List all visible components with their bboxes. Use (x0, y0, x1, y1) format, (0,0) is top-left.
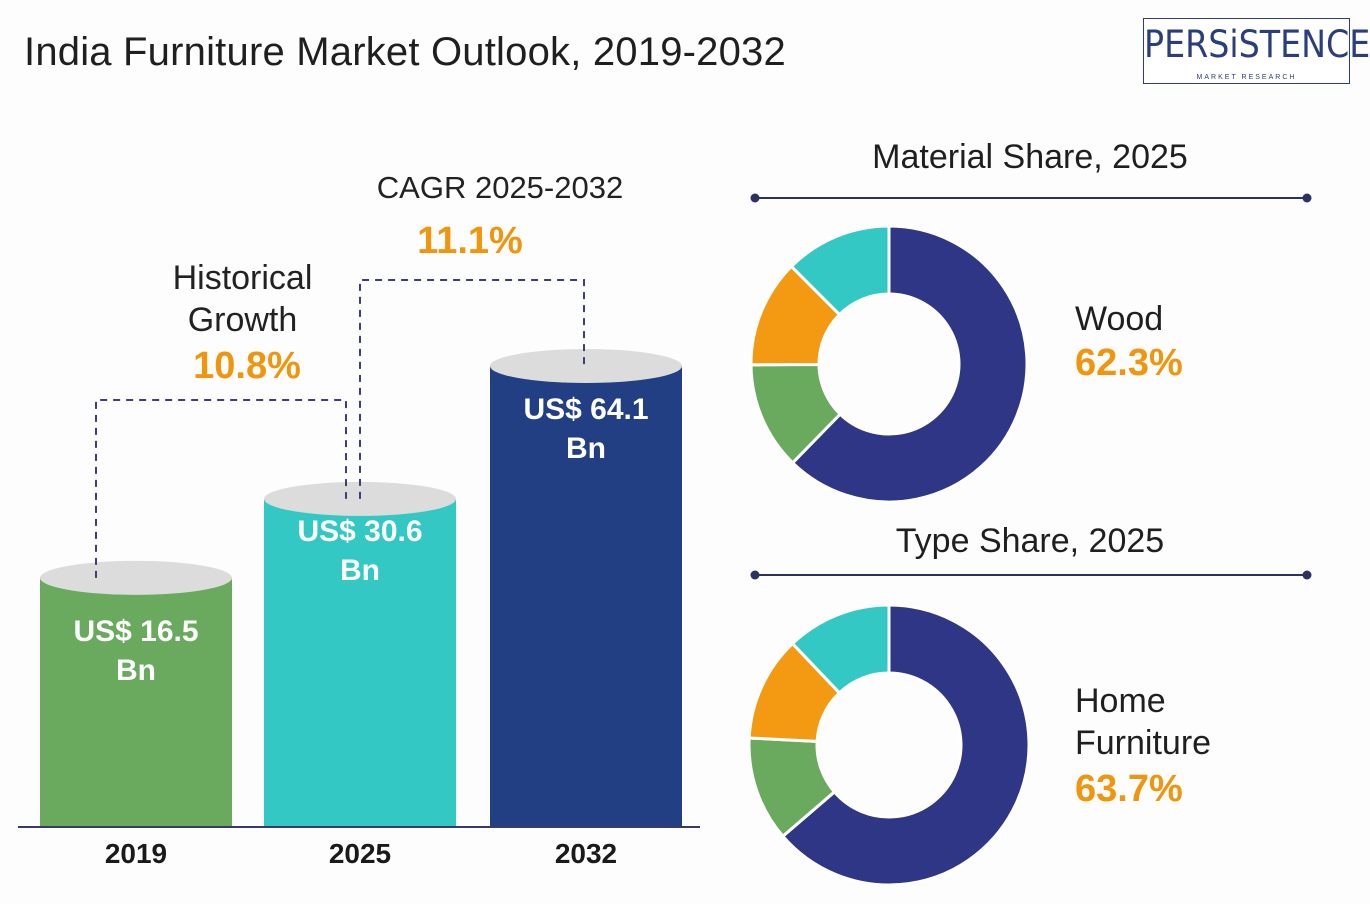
cagr-label: CAGR 2025-2032 (376, 170, 624, 205)
bar-2019 (40, 577, 232, 826)
x-tick-2032: 2032 (554, 838, 618, 869)
historical-growth-value: 10.8% (193, 345, 301, 387)
historical-label-line2: Growth (187, 301, 298, 339)
type-highlight-line1: Home (1075, 682, 1166, 720)
material-share-title: Material Share, 2025 (872, 138, 1188, 176)
bar-2019-label-line1: US$ 16.5 (73, 615, 199, 648)
x-tick-2019: 2019 (104, 838, 168, 869)
bar-cap-2025 (264, 481, 456, 516)
material-divider-dot-left (750, 193, 760, 203)
material-highlight-value: 62.3% (1075, 342, 1183, 384)
type-divider-dot-left (750, 570, 760, 580)
page-title: India Furniture Market Outlook, 2019-203… (24, 30, 786, 74)
type-donut-slice-4 (790, 603, 891, 695)
bar-value-label-2019: US$ 16.5 Bn (40, 612, 232, 690)
material-divider-dot-right (1302, 193, 1312, 203)
type-share-title: Type Share, 2025 (895, 522, 1165, 560)
type-highlight-label: Home Furniture (1075, 680, 1211, 764)
bar-cap-2032 (490, 349, 682, 383)
persistence-logo: PERSiSTENCE MARKET RESEARCH (1143, 18, 1370, 84)
x-tick-2025: 2025 (328, 838, 392, 869)
material-highlight-label: Wood (1075, 300, 1164, 338)
material-donut-slice-4 (789, 224, 891, 317)
bar-2032-label-line2: Bn (566, 432, 606, 465)
bar-2025 (264, 498, 456, 826)
logo-subtitle: MARKET RESEARCH (1196, 74, 1297, 81)
cagr-connector (359, 279, 585, 499)
historical-growth-connector (95, 399, 347, 578)
bar-cap-2019 (40, 560, 232, 595)
bar-2019-label-line2: Bn (116, 654, 156, 687)
type-divider-dot-right (1302, 570, 1312, 580)
bar-2025-label-line2: Bn (340, 554, 380, 587)
type-donut-slice-1 (780, 603, 1031, 887)
type-highlight-value: 63.7% (1075, 768, 1183, 810)
logo-wordmark: PERSiSTENCE (1144, 23, 1370, 66)
historical-growth-label: Historical Growth (140, 257, 345, 341)
bar-2032-label-line1: US$ 64.1 (523, 393, 649, 426)
bar-2025-label-line1: US$ 30.6 (297, 515, 423, 548)
material-donut-slice-1 (790, 224, 1029, 504)
bar-value-label-2032: US$ 64.1 Bn (490, 390, 682, 468)
bar-2032 (490, 366, 682, 826)
historical-label-line1: Historical (172, 259, 313, 297)
bar-value-label-2025: US$ 30.6 Bn (264, 512, 456, 590)
type-highlight-line2: Furniture (1075, 724, 1212, 762)
cagr-value: 11.1% (417, 220, 523, 262)
